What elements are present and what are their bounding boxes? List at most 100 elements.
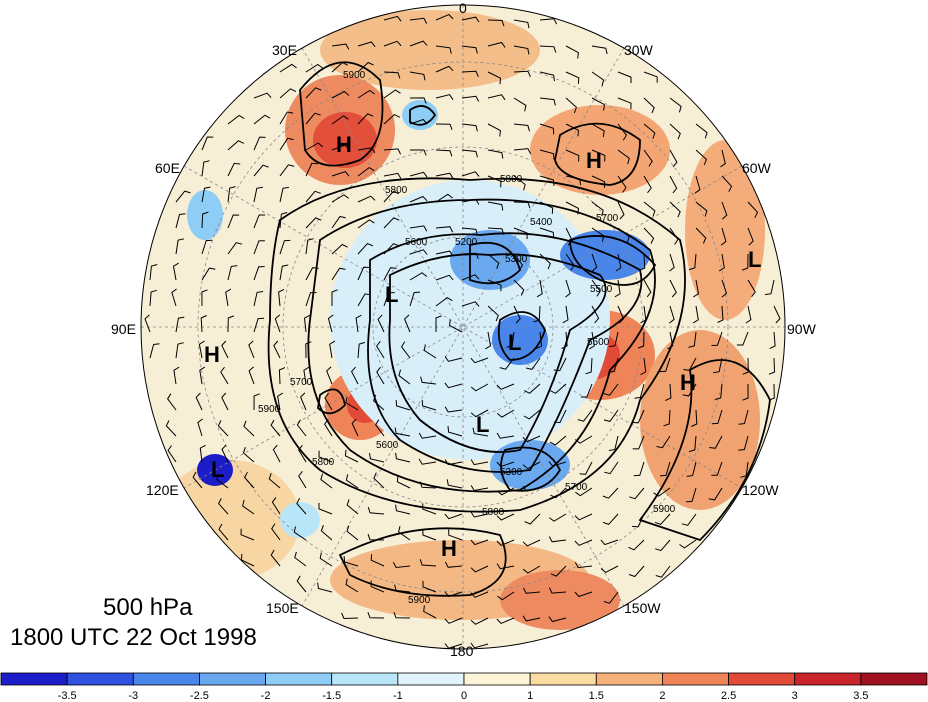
wind-barb xyxy=(665,383,672,401)
wind-barb xyxy=(318,502,333,515)
anomaly-patch xyxy=(490,440,570,490)
colorbar-swatch xyxy=(860,672,928,686)
wind-barb xyxy=(422,580,437,593)
wind-barb xyxy=(470,409,489,418)
wind-barb xyxy=(444,561,463,568)
wind-barb xyxy=(548,536,567,543)
wind-barb xyxy=(522,615,541,622)
anomaly-patch xyxy=(313,112,377,168)
wind-barb xyxy=(513,70,531,77)
wind-barb xyxy=(634,383,645,399)
contour-label: 5900 xyxy=(653,504,676,515)
wind-barb xyxy=(738,435,749,451)
wind-barb xyxy=(653,487,671,497)
wind-barb xyxy=(591,175,606,188)
wind-barb xyxy=(296,497,307,515)
pressure-centers: H H H H H L L L L L xyxy=(204,132,761,561)
wind-barb xyxy=(346,525,359,541)
wind-barb xyxy=(539,149,555,160)
wind-barb xyxy=(418,458,437,465)
wind-barb xyxy=(565,149,580,162)
wind-barb xyxy=(345,396,359,411)
wind-barb xyxy=(711,409,723,425)
wind-barb xyxy=(615,253,622,272)
wind-barb xyxy=(279,186,289,203)
wind-barb xyxy=(409,97,427,104)
wind-barb xyxy=(367,533,385,541)
wind-barb xyxy=(769,331,776,350)
wind-barb xyxy=(197,418,203,437)
wind-barb xyxy=(279,111,294,125)
wind-barb xyxy=(565,97,577,114)
low-center: L xyxy=(476,412,489,437)
colorbar-swatch xyxy=(662,672,729,686)
wind-barb xyxy=(539,175,555,186)
wind-barb xyxy=(685,487,697,503)
wind-barb xyxy=(144,314,151,333)
wind-barb xyxy=(591,279,601,297)
wind-barb xyxy=(346,499,359,515)
wind-barb xyxy=(742,253,749,271)
contour-label: 5700 xyxy=(565,482,588,493)
wind-barb xyxy=(298,470,307,489)
wind-barb xyxy=(688,435,697,453)
wind-barb xyxy=(279,264,289,281)
wind-barb xyxy=(617,97,632,110)
wind-barb xyxy=(305,217,322,229)
wind-barb xyxy=(331,90,350,99)
wind-barb xyxy=(221,340,229,359)
wind-barb xyxy=(695,123,708,139)
wind-barb xyxy=(279,88,297,99)
wind-barb xyxy=(550,565,567,577)
contour-label: 5200 xyxy=(455,237,478,248)
wind-barb xyxy=(565,227,573,246)
wind-barb xyxy=(253,291,264,307)
wind-barb xyxy=(305,341,312,359)
wind-barb xyxy=(643,123,656,139)
wind-barb xyxy=(539,18,558,25)
wind-barb xyxy=(409,17,428,24)
colorbar-tick-label: 1.5 xyxy=(588,690,604,702)
wind-barb xyxy=(669,149,678,168)
wind-barb xyxy=(669,253,675,272)
wind-barb xyxy=(513,305,521,324)
lon-label-150e: 150E xyxy=(266,600,299,616)
wind-barb xyxy=(461,149,478,158)
wind-barb xyxy=(331,115,349,125)
wind-barb xyxy=(714,383,723,401)
wind-barb xyxy=(695,149,707,166)
wind-barb xyxy=(669,279,677,298)
wind-barb xyxy=(166,393,177,411)
wind-barb xyxy=(305,63,323,73)
wind-barb xyxy=(409,40,428,47)
wind-barb xyxy=(248,340,255,359)
wind-barb xyxy=(522,539,541,547)
wind-barb xyxy=(629,487,645,500)
wind-barb xyxy=(496,539,515,546)
wind-barb xyxy=(561,331,568,349)
wind-barb xyxy=(253,317,265,333)
wind-barb xyxy=(470,511,489,518)
wind-barb xyxy=(496,383,515,390)
wind-barb xyxy=(398,369,411,385)
wind-barb xyxy=(548,616,567,623)
wind-barb xyxy=(736,331,749,346)
anomaly-patch xyxy=(187,190,223,240)
wind-barb xyxy=(217,420,229,437)
wind-barb xyxy=(562,305,569,324)
wind-barb xyxy=(351,418,359,437)
wind-barb xyxy=(628,539,645,551)
wind-barb xyxy=(242,447,255,463)
wind-barb xyxy=(341,612,359,620)
wind-barb xyxy=(423,605,437,619)
wind-barb xyxy=(227,315,235,333)
wind-barb xyxy=(305,292,317,307)
wind-barb xyxy=(487,94,506,101)
wind-barb xyxy=(773,305,781,324)
wind-barb xyxy=(470,565,489,573)
wind-barb xyxy=(357,293,371,307)
wind-barb xyxy=(383,217,400,229)
wind-barb xyxy=(589,331,595,350)
lon-label-30e: 30E xyxy=(272,42,297,58)
colorbar-tick-label: 1 xyxy=(527,690,534,702)
